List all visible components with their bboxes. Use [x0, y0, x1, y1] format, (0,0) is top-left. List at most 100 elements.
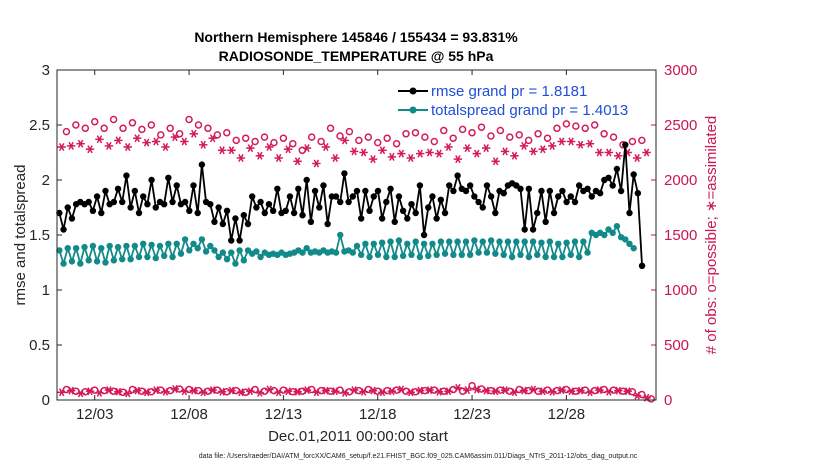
- assimilated-obs-stroke: [219, 146, 225, 155]
- assimilated-obs-stroke: [191, 386, 197, 395]
- assimilated-obs-stroke: [77, 139, 84, 148]
- assimilated-obs-stroke: [143, 138, 150, 147]
- rmse-point: [546, 187, 554, 195]
- possible-obs-marker: [506, 133, 514, 141]
- assimilated-obs-stroke: [181, 387, 188, 396]
- spread-point: [68, 258, 76, 265]
- assimilated-obs-marker: [585, 139, 595, 148]
- assimilated-obs-marker: [566, 387, 576, 396]
- assimilated-obs-marker: [199, 388, 208, 397]
- y2-tick-label: 1500: [664, 227, 697, 244]
- spread-point: [475, 249, 482, 256]
- assimilated-obs-marker: [199, 140, 208, 149]
- assimilated-obs-stroke: [228, 386, 235, 395]
- assimilated-obs-stroke: [106, 386, 112, 395]
- spread-point: [571, 238, 579, 245]
- rmse-point: [550, 209, 558, 217]
- possible-obs-marker: [411, 128, 420, 137]
- spread-point: [81, 243, 88, 251]
- y-axis-label: rmse and totalspread: [12, 165, 29, 306]
- assimilated-obs-stroke: [351, 147, 357, 156]
- assimilated-obs-stroke: [502, 386, 508, 395]
- rmse-point: [269, 207, 277, 214]
- possible-obs-marker: [392, 139, 401, 148]
- rmse-point: [211, 218, 218, 225]
- assimilated-obs-marker: [85, 387, 95, 396]
- possible-obs-marker: [138, 125, 146, 134]
- spread-point: [446, 238, 453, 245]
- assimilated-obs-stroke: [68, 386, 74, 395]
- assimilated-obs-marker: [114, 387, 123, 396]
- possible-obs-marker: [543, 134, 552, 142]
- rmse-point: [471, 193, 478, 200]
- rmse-point: [433, 215, 440, 222]
- assimilated-obs-marker: [85, 145, 95, 154]
- rmse-point: [123, 172, 130, 179]
- assimilated-obs-stroke: [483, 386, 489, 395]
- assimilated-obs-marker: [548, 141, 557, 150]
- assimilated-obs-stroke: [285, 387, 291, 396]
- possible-obs-marker: [185, 115, 193, 124]
- assimilated-obs-marker: [632, 391, 642, 400]
- spread-point: [148, 241, 155, 249]
- spread-point: [357, 251, 365, 258]
- possible-obs-marker: [81, 124, 90, 133]
- assimilated-obs-marker: [123, 389, 132, 398]
- spread-point: [211, 247, 218, 254]
- assimilated-obs-stroke: [426, 386, 433, 395]
- rmse-point: [282, 207, 289, 214]
- assimilated-obs-stroke: [172, 384, 178, 394]
- possible-obs-marker: [260, 133, 269, 141]
- rmse-point: [265, 201, 273, 208]
- rmse-point: [408, 201, 415, 208]
- assimilated-obs-marker: [142, 388, 151, 397]
- assimilated-obs-marker: [246, 387, 255, 396]
- assimilated-obs-marker: [132, 386, 142, 395]
- spread-point: [186, 247, 193, 254]
- axes-box: [56, 69, 657, 401]
- assimilated-obs-stroke: [530, 385, 537, 394]
- spread-point: [466, 251, 474, 258]
- x-axis-label: Dec.01,2011 00:00:00 start: [268, 428, 449, 445]
- spread-point: [471, 237, 478, 244]
- assimilated-obs-stroke: [87, 145, 93, 154]
- spread-point: [534, 251, 541, 258]
- y2-tick-label: 2500: [664, 117, 697, 134]
- spread-point: [404, 240, 411, 247]
- assimilated-obs-marker: [491, 387, 500, 396]
- spread-point: [181, 236, 189, 243]
- assimilated-obs-stroke: [247, 144, 254, 153]
- rmse-point: [85, 198, 92, 206]
- rmse-point: [316, 204, 323, 211]
- rmse-point: [290, 209, 298, 217]
- rmse-point: [64, 204, 71, 211]
- x-tick-labels: 12/03 12/08 12/13 12/18 12/23 12/28: [76, 406, 585, 423]
- y2-axis-label: # of obs: o=possible; ∗=assimilated: [703, 116, 720, 355]
- assimilated-obs-stroke: [257, 388, 263, 397]
- assimilated-obs-marker: [227, 146, 236, 155]
- assimilated-obs-marker: [255, 151, 265, 160]
- rmse-point: [341, 170, 348, 177]
- rmse-point: [626, 209, 633, 217]
- assimilated-obs-stroke: [209, 386, 216, 395]
- assimilated-obs-marker: [434, 387, 444, 396]
- possible-obs-marker: [647, 395, 656, 403]
- assimilated-obs-stroke: [228, 146, 235, 155]
- possible-obs-marker: [628, 137, 637, 146]
- assimilated-obs-stroke: [238, 153, 244, 163]
- spread-point: [114, 243, 122, 251]
- possible-obs-marker: [157, 131, 165, 139]
- spread-point: [240, 257, 248, 264]
- rmse-point: [555, 193, 562, 200]
- assimilated-obs-marker: [274, 388, 283, 397]
- spread-point: [408, 251, 415, 258]
- rmse-point: [525, 185, 533, 192]
- spread-series: [56, 223, 637, 267]
- assimilated-obs-marker: [66, 386, 76, 395]
- assimilated-obs-stroke: [643, 148, 650, 157]
- spread-point: [517, 251, 524, 258]
- spread-point: [152, 254, 159, 262]
- rmse-point: [198, 161, 206, 168]
- rmse-point: [98, 209, 105, 217]
- rmse-point: [559, 187, 566, 195]
